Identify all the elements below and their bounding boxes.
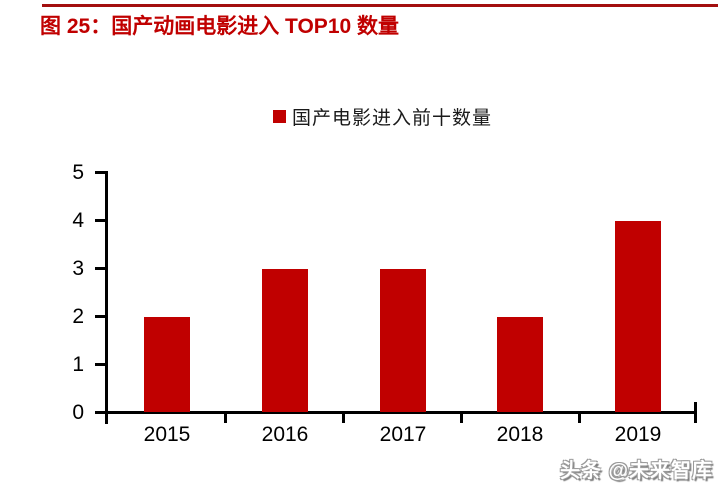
x-axis-tick [460,414,463,423]
y-axis-tick-label: 3 [72,257,84,280]
legend: 国产电影进入前十数量 [22,103,721,130]
x-axis-tick-label: 2017 [379,423,427,446]
bar-2018 [497,317,543,412]
x-axis-tick [105,414,108,424]
watermark: 头条 @未来智库 [559,460,713,482]
legend-swatch-icon [272,110,286,123]
y-axis-tick-label: 0 [72,401,84,424]
bar-2017 [380,269,426,412]
x-axis-tick-label: 2018 [496,423,544,446]
y-axis-tick-label: 5 [72,161,84,184]
y-axis-tick [95,219,105,222]
x-axis-tick-label: 2016 [261,423,309,446]
y-axis-tick [95,363,105,366]
x-axis-line [105,411,697,414]
y-axis-tick [95,267,105,270]
y-axis-tick-label: 2 [72,305,84,328]
y-axis-tick-label: 4 [72,209,84,232]
y-axis-tick [95,411,105,414]
x-axis-tick [342,414,345,423]
bar-2019 [615,221,661,412]
y-axis-line [105,171,108,416]
x-axis-tick [578,414,581,423]
x-axis-tick-label: 2015 [143,423,191,446]
y-axis-tick [95,315,105,318]
x-axis-tick [694,402,697,423]
x-axis-tick [224,414,227,423]
bar-2015 [144,317,190,412]
y-axis-tick [95,171,105,174]
bar-2016 [262,269,308,412]
legend-label: 国产电影进入前十数量 [291,108,492,129]
title-rule [42,4,718,7]
y-axis-tick-label: 1 [72,353,84,376]
chart-title: 图 25：国产动画电影进入 TOP10 数量 [40,15,400,38]
x-axis-tick-label: 2019 [614,423,662,446]
